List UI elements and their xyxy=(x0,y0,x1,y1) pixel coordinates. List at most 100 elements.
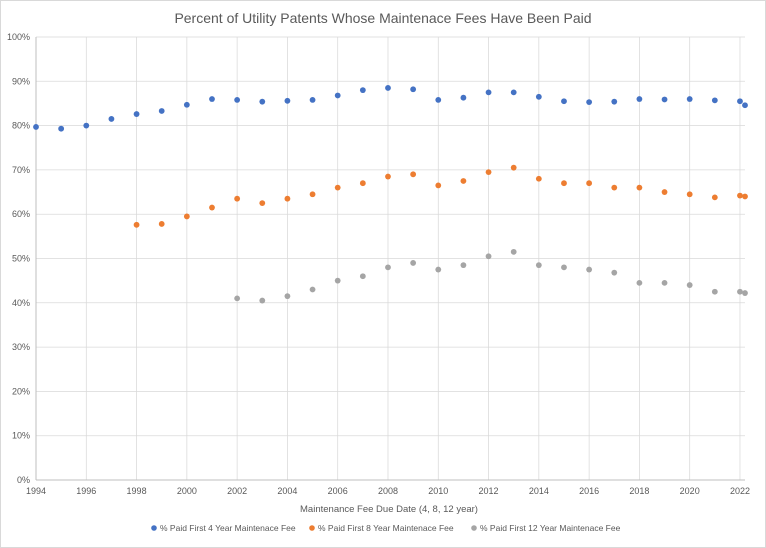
data-point-series-3 xyxy=(586,267,592,273)
legend-marker xyxy=(309,525,315,531)
data-point-series-2 xyxy=(662,189,668,195)
data-point-series-3 xyxy=(385,264,391,270)
data-point-series-1 xyxy=(536,94,542,100)
x-tick-label: 2018 xyxy=(629,486,649,496)
data-point-series-1 xyxy=(742,102,748,108)
chart-title: Percent of Utility Patents Whose Mainten… xyxy=(174,10,591,26)
data-point-series-2 xyxy=(742,194,748,200)
x-tick-label: 2020 xyxy=(680,486,700,496)
x-tick-label: 1996 xyxy=(76,486,96,496)
x-tick-label: 2010 xyxy=(428,486,448,496)
legend-label: % Paid First 8 Year Maintenace Fee xyxy=(318,523,454,533)
data-point-series-3 xyxy=(687,282,693,288)
data-point-series-2 xyxy=(285,196,291,202)
data-point-series-1 xyxy=(209,96,215,102)
data-point-series-2 xyxy=(159,221,165,227)
data-point-series-2 xyxy=(511,165,517,171)
data-point-series-1 xyxy=(360,87,366,93)
legend-label: % Paid First 12 Year Maintenace Fee xyxy=(480,523,621,533)
x-tick-label: 2012 xyxy=(479,486,499,496)
data-point-series-1 xyxy=(58,126,64,132)
data-point-series-3 xyxy=(637,280,643,286)
data-point-series-3 xyxy=(234,295,240,301)
data-point-series-3 xyxy=(360,273,366,279)
data-point-series-3 xyxy=(742,290,748,296)
data-point-series-3 xyxy=(410,260,416,266)
data-point-series-3 xyxy=(611,270,617,276)
data-point-series-3 xyxy=(310,287,316,293)
data-point-series-2 xyxy=(335,185,341,191)
data-point-series-1 xyxy=(33,124,39,130)
data-point-series-1 xyxy=(486,89,492,95)
data-points xyxy=(33,85,748,303)
data-point-series-2 xyxy=(737,193,743,199)
y-tick-label: 90% xyxy=(12,76,30,86)
data-point-series-1 xyxy=(259,99,265,105)
data-point-series-1 xyxy=(285,98,291,104)
data-point-series-2 xyxy=(134,222,140,228)
data-point-series-2 xyxy=(486,169,492,175)
data-point-series-1 xyxy=(712,97,718,103)
gridlines xyxy=(36,37,745,480)
data-point-series-1 xyxy=(234,97,240,103)
data-point-series-2 xyxy=(360,180,366,186)
x-tick-label: 2006 xyxy=(328,486,348,496)
y-tick-label: 40% xyxy=(12,298,30,308)
data-point-series-1 xyxy=(586,99,592,105)
legend-label: % Paid First 4 Year Maintenace Fee xyxy=(160,523,296,533)
data-point-series-1 xyxy=(737,98,743,104)
x-tick-label: 1998 xyxy=(127,486,147,496)
x-tick-label: 2004 xyxy=(277,486,297,496)
data-point-series-1 xyxy=(637,96,643,102)
data-point-series-1 xyxy=(410,86,416,92)
y-tick-label: 50% xyxy=(12,254,30,264)
data-point-series-2 xyxy=(637,185,643,191)
x-tick-label: 2000 xyxy=(177,486,197,496)
data-point-series-3 xyxy=(259,298,265,304)
data-point-series-1 xyxy=(335,93,341,99)
data-point-series-2 xyxy=(234,196,240,202)
data-point-series-2 xyxy=(385,174,391,180)
data-point-series-2 xyxy=(184,214,190,220)
data-point-series-3 xyxy=(486,253,492,259)
data-point-series-2 xyxy=(310,191,316,197)
data-point-series-3 xyxy=(435,267,441,273)
y-tick-label: 80% xyxy=(12,121,30,131)
data-point-series-2 xyxy=(586,180,592,186)
data-point-series-1 xyxy=(83,123,89,129)
data-point-series-2 xyxy=(259,200,265,206)
x-axis-title: Maintenance Fee Due Date (4, 8, 12 year) xyxy=(300,504,478,515)
x-tick-label: 2002 xyxy=(227,486,247,496)
data-point-series-1 xyxy=(511,89,517,95)
y-tick-label: 0% xyxy=(17,475,30,485)
data-point-series-2 xyxy=(687,191,693,197)
legend: % Paid First 4 Year Maintenace Fee % Paid… xyxy=(151,523,620,533)
x-tick-label: 2008 xyxy=(378,486,398,496)
data-point-series-1 xyxy=(611,99,617,105)
data-point-series-3 xyxy=(285,293,291,299)
data-point-series-3 xyxy=(737,289,743,295)
data-point-series-2 xyxy=(536,176,542,182)
data-point-series-1 xyxy=(687,96,693,102)
data-point-series-3 xyxy=(461,262,467,268)
data-point-series-1 xyxy=(385,85,391,91)
data-point-series-2 xyxy=(461,178,467,184)
data-point-series-2 xyxy=(561,180,567,186)
data-point-series-2 xyxy=(611,185,617,191)
data-point-series-2 xyxy=(410,171,416,177)
x-tick-label: 2014 xyxy=(529,486,549,496)
y-tick-label: 100% xyxy=(7,32,30,42)
data-point-series-3 xyxy=(561,264,567,270)
x-tick-label: 2016 xyxy=(579,486,599,496)
data-point-series-3 xyxy=(662,280,668,286)
data-point-series-1 xyxy=(134,111,140,117)
legend-marker xyxy=(471,525,477,531)
y-tick-label: 30% xyxy=(12,342,30,352)
data-point-series-1 xyxy=(310,97,316,103)
data-point-series-3 xyxy=(511,249,517,255)
data-point-series-3 xyxy=(335,278,341,284)
x-tick-label: 2022 xyxy=(730,486,750,496)
data-point-series-1 xyxy=(461,95,467,101)
data-point-series-2 xyxy=(435,183,441,189)
